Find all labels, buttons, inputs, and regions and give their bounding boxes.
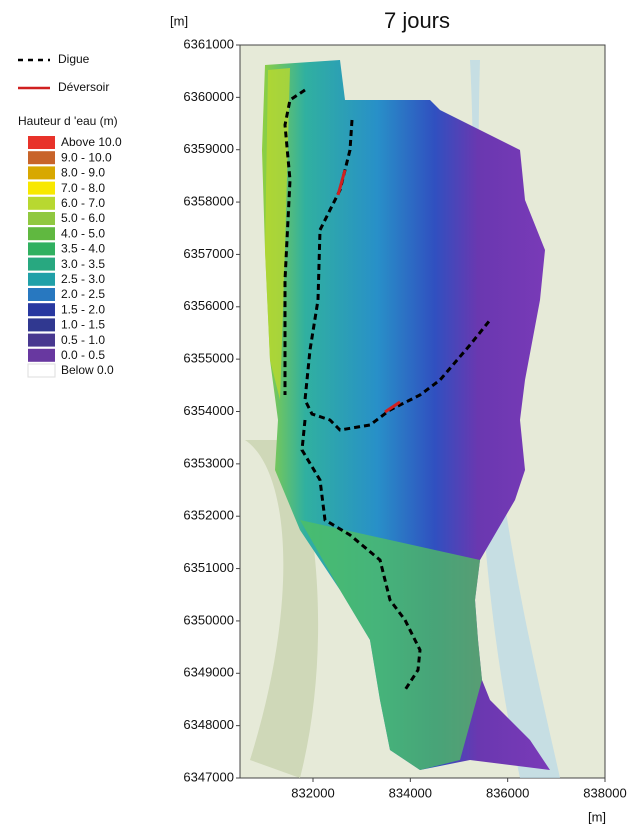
legend-swatch [28, 136, 55, 149]
x-tick-label: 836000 [486, 785, 529, 800]
legend-swatch [28, 151, 55, 165]
y-tick-label: 6349000 [183, 665, 234, 680]
legend-class-label: 5.0 - 6.0 [61, 211, 105, 225]
legend-class-label: 9.0 - 10.0 [61, 150, 112, 164]
y-tick-label: 6352000 [183, 508, 234, 523]
legend-swatch [28, 166, 55, 180]
legend-swatch [28, 242, 55, 256]
y-tick-label: 6354000 [183, 403, 234, 418]
legend-title: Hauteur d 'eau (m) [18, 114, 118, 128]
flood-extent [262, 60, 550, 770]
legend-class-label: 2.5 - 3.0 [61, 272, 105, 286]
legend-class-label: Below 0.0 [61, 363, 114, 377]
dyke [300, 419, 422, 691]
spillway [384, 400, 401, 414]
legend-class-label: 2.0 - 2.5 [61, 287, 105, 301]
y-tick-label: 6347000 [183, 769, 234, 784]
legend-swatch [28, 333, 55, 347]
legend-class-label: 0.0 - 0.5 [61, 348, 105, 362]
dyke [303, 119, 492, 432]
legend-swatch [28, 288, 55, 301]
y-tick-label: 6360000 [183, 89, 234, 104]
y-tick-label: 6357000 [183, 246, 234, 261]
x-tick-label: 834000 [389, 785, 432, 800]
legend-class-label: 4.0 - 5.0 [61, 226, 105, 240]
legend-class-label: 1.0 - 1.5 [61, 318, 105, 332]
spillway [336, 169, 347, 196]
y-tick-label: 6361000 [183, 36, 234, 51]
legend-swatch [27, 363, 56, 378]
river [470, 60, 560, 778]
legend-swatch [28, 227, 55, 241]
flood-zone-west [265, 68, 290, 400]
legend-class-label: 3.0 - 3.5 [61, 257, 105, 271]
legend-class-label: 0.5 - 1.0 [61, 333, 105, 347]
legend-class-label: 6.0 - 7.0 [61, 196, 105, 210]
legend-class-label: 8.0 - 9.0 [61, 166, 105, 180]
legend-swatch [28, 348, 55, 362]
x-unit: [m] [588, 809, 606, 824]
legend-swatch [28, 257, 55, 271]
x-tick-label: 838000 [583, 785, 626, 800]
y-tick-label: 6348000 [183, 717, 234, 732]
y-tick-label: 6353000 [183, 455, 234, 470]
y-tick-label: 6350000 [183, 612, 234, 627]
legend-label: Déversoir [58, 80, 109, 94]
legend-class-label: 7.0 - 8.0 [61, 181, 105, 195]
x-tick-label: 832000 [291, 785, 334, 800]
y-tick-label: 6359000 [183, 141, 234, 156]
legend-swatch [28, 272, 55, 286]
dyke [283, 88, 306, 395]
legend-swatch [28, 318, 55, 332]
y-tick-label: 6355000 [183, 351, 234, 366]
y-unit: [m] [170, 13, 188, 28]
legend-class-label: 1.5 - 2.0 [61, 302, 105, 316]
legend-swatch [28, 181, 55, 195]
y-tick-label: 6351000 [183, 560, 234, 575]
flood-zone-south [300, 520, 482, 770]
legend-label: Digue [58, 52, 90, 66]
legend-swatch [28, 303, 55, 317]
map-title: 7 jours [384, 8, 450, 33]
legend-swatch [28, 196, 55, 210]
y-tick-label: 6358000 [183, 194, 234, 209]
y-tick-label: 6356000 [183, 298, 234, 313]
legend-class-label: Above 10.0 [61, 135, 122, 149]
legend-class-label: 3.5 - 4.0 [61, 242, 105, 256]
legend-swatch [28, 212, 55, 225]
